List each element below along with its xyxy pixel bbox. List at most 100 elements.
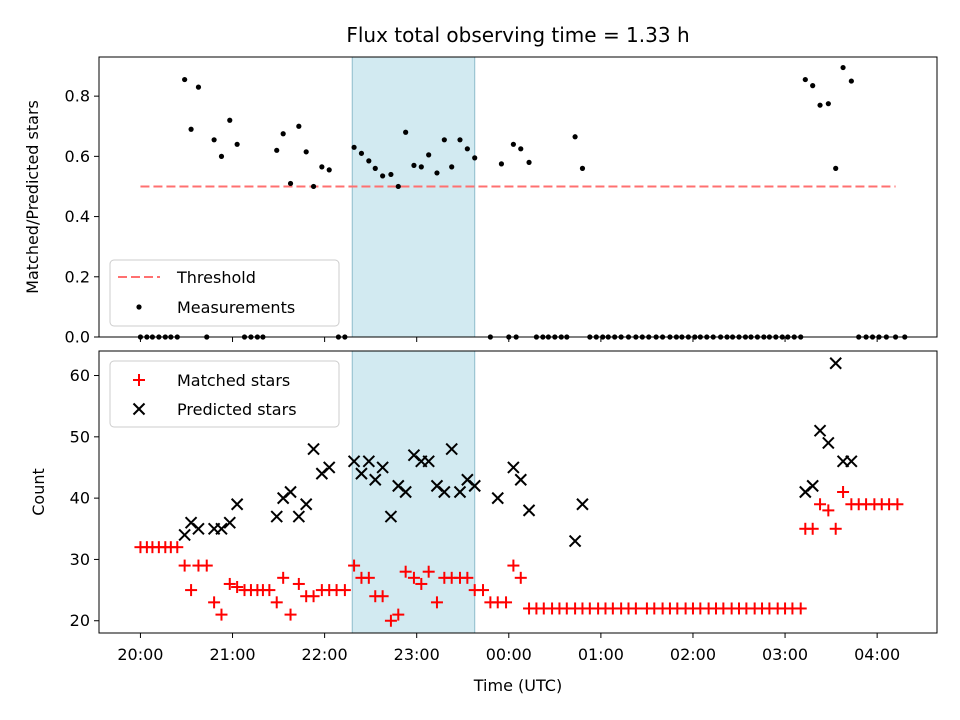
matched-star-point xyxy=(477,584,490,597)
measurement-point xyxy=(195,84,202,90)
measurement-point xyxy=(188,126,194,132)
matched-star-point xyxy=(231,581,244,594)
measurement-point xyxy=(358,150,365,156)
y-tick-label: 20 xyxy=(70,611,90,630)
measurement-point xyxy=(810,83,816,89)
x-tick-label: 00:00 xyxy=(486,645,532,664)
measurement-point xyxy=(498,161,505,167)
x-tick-label: 02:00 xyxy=(670,645,716,664)
predicted-star-point xyxy=(347,455,361,468)
matched-star-point xyxy=(629,602,642,615)
predicted-star-point xyxy=(491,491,504,505)
measurement-point xyxy=(464,146,470,152)
measurement-point xyxy=(372,165,378,171)
measurement-point xyxy=(833,165,839,171)
matched-star-point xyxy=(430,596,443,609)
matched-star-point xyxy=(185,584,198,597)
measurement-point xyxy=(234,141,240,147)
top-y-ticks: 0.0 0.2 0.4 0.6 0.8 xyxy=(65,87,99,347)
measurement-point xyxy=(303,149,309,155)
y-tick-label: 0.2 xyxy=(65,267,90,286)
predicted-star-point xyxy=(453,485,467,499)
x-tick-label: 03:00 xyxy=(762,645,808,664)
measurement-point xyxy=(802,76,808,83)
bottom-y-axis-label: Count xyxy=(29,468,48,516)
measurement-point xyxy=(526,159,532,165)
measurement-point xyxy=(817,102,823,108)
measurement-point xyxy=(848,78,854,84)
measurement-point xyxy=(351,144,357,150)
predicted-star-point xyxy=(307,442,320,456)
count-panel: 20 30 40 50 60 20:00 21:00 22:00 23:00 00:00 01:0… xyxy=(29,350,938,695)
measurement-point xyxy=(411,162,417,168)
predicted-star-point xyxy=(829,357,842,370)
x-tick-label: 04:00 xyxy=(854,645,900,664)
y-tick-label: 0.8 xyxy=(65,87,90,106)
predicted-star-point xyxy=(568,534,582,548)
matched-star-point xyxy=(500,596,513,609)
measurement-point xyxy=(426,152,432,158)
y-tick-label: 30 xyxy=(70,550,90,569)
measurement-point xyxy=(572,134,578,140)
matched-star-point xyxy=(215,608,228,621)
predicted-star-point xyxy=(323,461,336,474)
measurement-point xyxy=(227,117,233,123)
top-x-ticks xyxy=(139,337,878,342)
measurement-point xyxy=(280,131,286,137)
measurement-point xyxy=(211,137,217,143)
measurement-point xyxy=(449,164,455,170)
x-tick-label: 23:00 xyxy=(394,645,440,664)
matched-star-point xyxy=(399,565,412,578)
matched-star-point xyxy=(208,596,221,609)
matched-star-point xyxy=(284,608,297,621)
predicted-star-point xyxy=(369,473,382,486)
legend-predicted-swatch xyxy=(132,402,146,416)
predicted-star-point xyxy=(299,498,313,511)
top-y-axis-label: Matched/Predicted stars xyxy=(23,100,42,294)
y-tick-label: 0.6 xyxy=(65,147,90,166)
predicted-star-point xyxy=(806,479,819,493)
predicted-star-point xyxy=(522,504,536,517)
predicted-star-point xyxy=(215,522,228,535)
matched-star-point xyxy=(178,559,191,572)
predicted-star-point xyxy=(355,467,368,480)
measurement-point xyxy=(274,147,280,153)
measurement-point xyxy=(218,153,225,159)
measurement-point xyxy=(395,183,401,190)
matched-star-point xyxy=(806,522,819,535)
measurement-point xyxy=(457,137,463,143)
x-tick-label: 20:00 xyxy=(117,645,163,664)
bottom-legend: Matched stars Predicted stars xyxy=(109,360,340,428)
measurement-point xyxy=(403,129,409,135)
x-tick-label: 01:00 xyxy=(578,645,624,664)
y-tick-label: 0.0 xyxy=(65,328,90,347)
measurement-point xyxy=(366,158,372,164)
measurement-point xyxy=(472,155,478,161)
predicted-star-point xyxy=(845,455,858,468)
matched-star-point xyxy=(263,584,276,597)
measurement-point xyxy=(388,171,394,178)
x-tick-label: 22:00 xyxy=(302,645,348,664)
matched-star-point xyxy=(223,577,236,590)
measurement-point xyxy=(319,164,325,170)
bottom-x-ticks: 20:00 21:00 22:00 23:00 00:00 01:00 02:00 03:00… xyxy=(117,633,900,664)
matched-star-point xyxy=(514,571,527,584)
measurement-point xyxy=(434,170,440,176)
legend-matched-marker xyxy=(133,374,145,386)
y-tick-label: 0.4 xyxy=(65,207,90,226)
matched-star-point xyxy=(814,498,827,511)
measurement-point xyxy=(296,123,302,129)
predicted-star-point xyxy=(292,510,306,523)
predicted-star-point xyxy=(384,510,398,523)
predicted-star-point xyxy=(468,479,481,493)
matched-star-point xyxy=(307,590,320,603)
top-axes-frame xyxy=(98,56,938,338)
predicted-star-point xyxy=(223,516,236,529)
matched-star-point xyxy=(277,571,290,584)
bottom-shaded-span xyxy=(351,350,476,634)
predicted-star-point xyxy=(270,510,283,523)
matched-star-point xyxy=(507,559,520,572)
predicted-star-point xyxy=(376,461,389,474)
predicted-star-point xyxy=(178,528,191,542)
measurement-point xyxy=(380,173,386,179)
